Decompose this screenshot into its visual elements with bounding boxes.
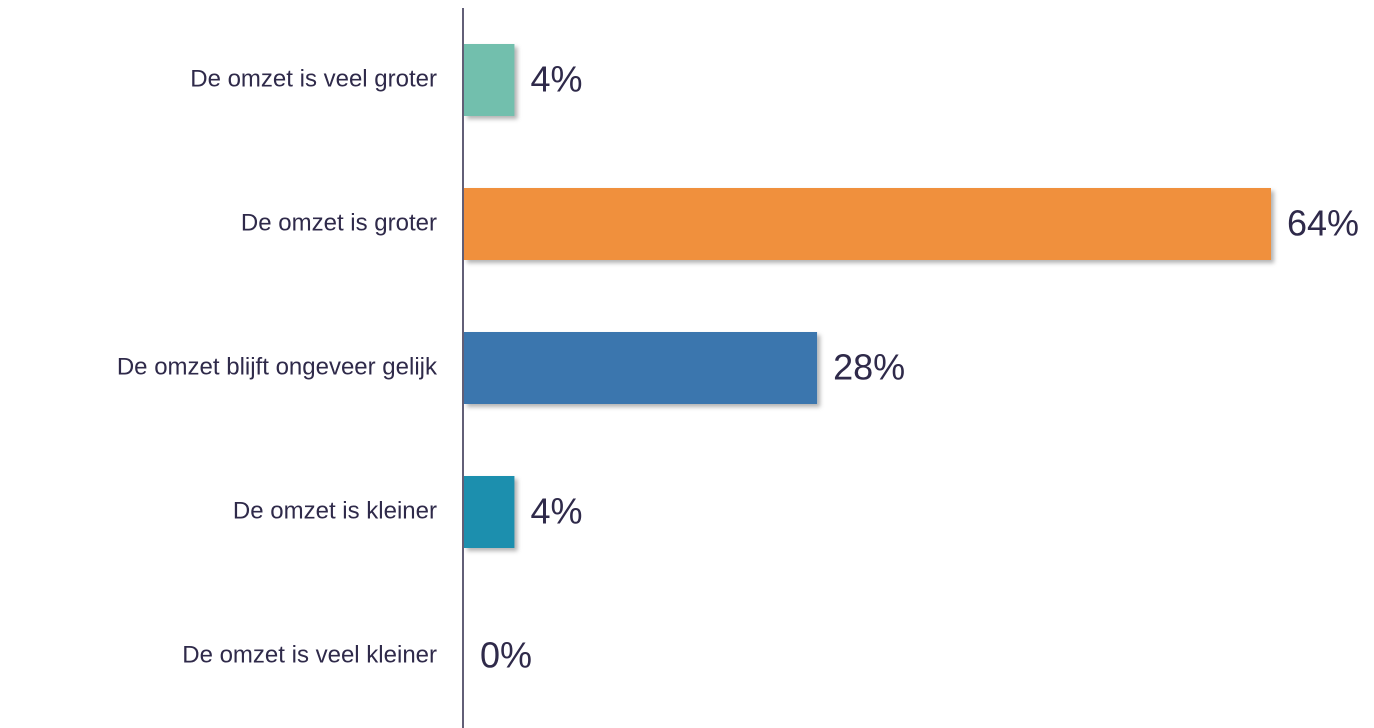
value-label: 64% [1287, 203, 1359, 244]
category-label: De omzet blijft ongeveer gelijk [117, 353, 438, 380]
category-label: De omzet is groter [241, 209, 437, 236]
bar [464, 332, 818, 404]
bar [464, 476, 515, 548]
value-label: 0% [480, 635, 532, 676]
category-label: De omzet is veel groter [190, 65, 437, 92]
value-label: 4% [530, 491, 582, 532]
bar [464, 188, 1271, 260]
category-label: De omzet is kleiner [233, 497, 437, 524]
bar [464, 44, 515, 116]
value-label: 4% [530, 59, 582, 100]
value-label: 28% [833, 347, 905, 388]
category-label: De omzet is veel kleiner [182, 641, 437, 668]
